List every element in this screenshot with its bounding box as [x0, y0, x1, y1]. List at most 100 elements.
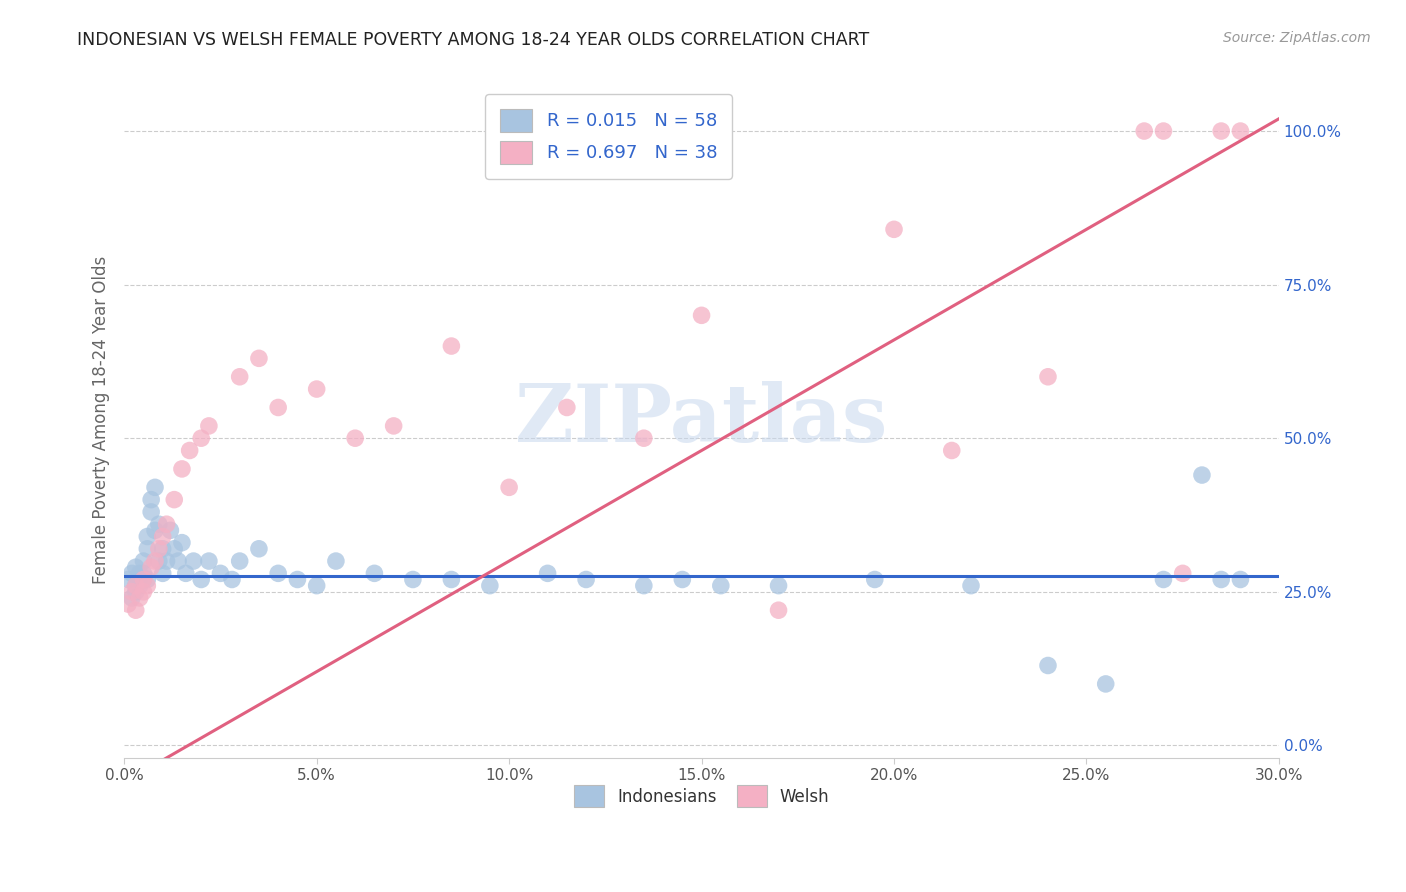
Point: [125, 579, 148, 593]
Point: [148, 554, 170, 568]
Point: [143, 524, 166, 538]
Point: [440, 573, 463, 587]
Point: [344, 431, 367, 445]
Point: [198, 418, 221, 433]
Point: [363, 566, 385, 581]
Point: [287, 573, 309, 587]
Text: Source: ZipAtlas.com: Source: ZipAtlas.com: [1223, 31, 1371, 45]
Text: ZIPatlas: ZIPatlas: [516, 381, 887, 458]
Point: [228, 369, 250, 384]
Point: [132, 573, 155, 587]
Point: [863, 573, 886, 587]
Point: [221, 573, 243, 587]
Point: [267, 566, 290, 581]
Point: [163, 541, 186, 556]
Point: [305, 579, 328, 593]
Point: [117, 573, 139, 587]
Point: [148, 517, 170, 532]
Point: [1152, 124, 1174, 138]
Point: [633, 431, 655, 445]
Point: [883, 222, 905, 236]
Point: [143, 554, 166, 568]
Point: [132, 584, 155, 599]
Point: [1152, 573, 1174, 587]
Point: [1133, 124, 1156, 138]
Point: [1211, 124, 1233, 138]
Legend: Indonesians, Welsh: Indonesians, Welsh: [567, 779, 837, 814]
Point: [498, 480, 520, 494]
Point: [167, 554, 190, 568]
Point: [440, 339, 463, 353]
Point: [141, 492, 163, 507]
Point: [1094, 677, 1116, 691]
Point: [155, 517, 177, 532]
Point: [179, 443, 201, 458]
Point: [128, 591, 150, 605]
Point: [159, 524, 181, 538]
Point: [247, 351, 270, 366]
Y-axis label: Female Poverty Among 18-24 Year Olds: Female Poverty Among 18-24 Year Olds: [93, 256, 110, 584]
Point: [141, 560, 163, 574]
Point: [152, 566, 174, 581]
Point: [152, 529, 174, 543]
Point: [132, 573, 155, 587]
Point: [143, 480, 166, 494]
Point: [710, 579, 733, 593]
Point: [152, 541, 174, 556]
Point: [136, 529, 159, 543]
Point: [768, 603, 790, 617]
Point: [247, 541, 270, 556]
Point: [136, 579, 159, 593]
Point: [768, 579, 790, 593]
Point: [132, 554, 155, 568]
Point: [671, 573, 693, 587]
Point: [183, 554, 205, 568]
Point: [325, 554, 347, 568]
Point: [267, 401, 290, 415]
Point: [136, 541, 159, 556]
Point: [125, 603, 148, 617]
Point: [170, 462, 193, 476]
Point: [125, 579, 148, 593]
Point: [190, 573, 212, 587]
Point: [960, 579, 983, 593]
Point: [941, 443, 963, 458]
Point: [633, 579, 655, 593]
Point: [478, 579, 501, 593]
Point: [1171, 566, 1194, 581]
Point: [228, 554, 250, 568]
Point: [575, 573, 598, 587]
Point: [128, 566, 150, 581]
Point: [402, 573, 425, 587]
Point: [1229, 573, 1251, 587]
Point: [1191, 468, 1213, 483]
Point: [136, 573, 159, 587]
Point: [141, 505, 163, 519]
Point: [125, 560, 148, 574]
Point: [132, 566, 155, 581]
Point: [1211, 573, 1233, 587]
Point: [1036, 369, 1059, 384]
Point: [690, 309, 713, 323]
Point: [121, 591, 143, 605]
Point: [1229, 124, 1251, 138]
Point: [209, 566, 232, 581]
Point: [121, 584, 143, 599]
Point: [155, 554, 177, 568]
Text: INDONESIAN VS WELSH FEMALE POVERTY AMONG 18-24 YEAR OLDS CORRELATION CHART: INDONESIAN VS WELSH FEMALE POVERTY AMONG…: [77, 31, 869, 49]
Point: [555, 401, 578, 415]
Point: [198, 554, 221, 568]
Point: [170, 535, 193, 549]
Point: [536, 566, 558, 581]
Point: [163, 492, 186, 507]
Point: [125, 584, 148, 599]
Point: [128, 579, 150, 593]
Point: [382, 418, 405, 433]
Point: [1036, 658, 1059, 673]
Point: [305, 382, 328, 396]
Point: [128, 573, 150, 587]
Point: [174, 566, 197, 581]
Point: [148, 541, 170, 556]
Point: [190, 431, 212, 445]
Point: [121, 566, 143, 581]
